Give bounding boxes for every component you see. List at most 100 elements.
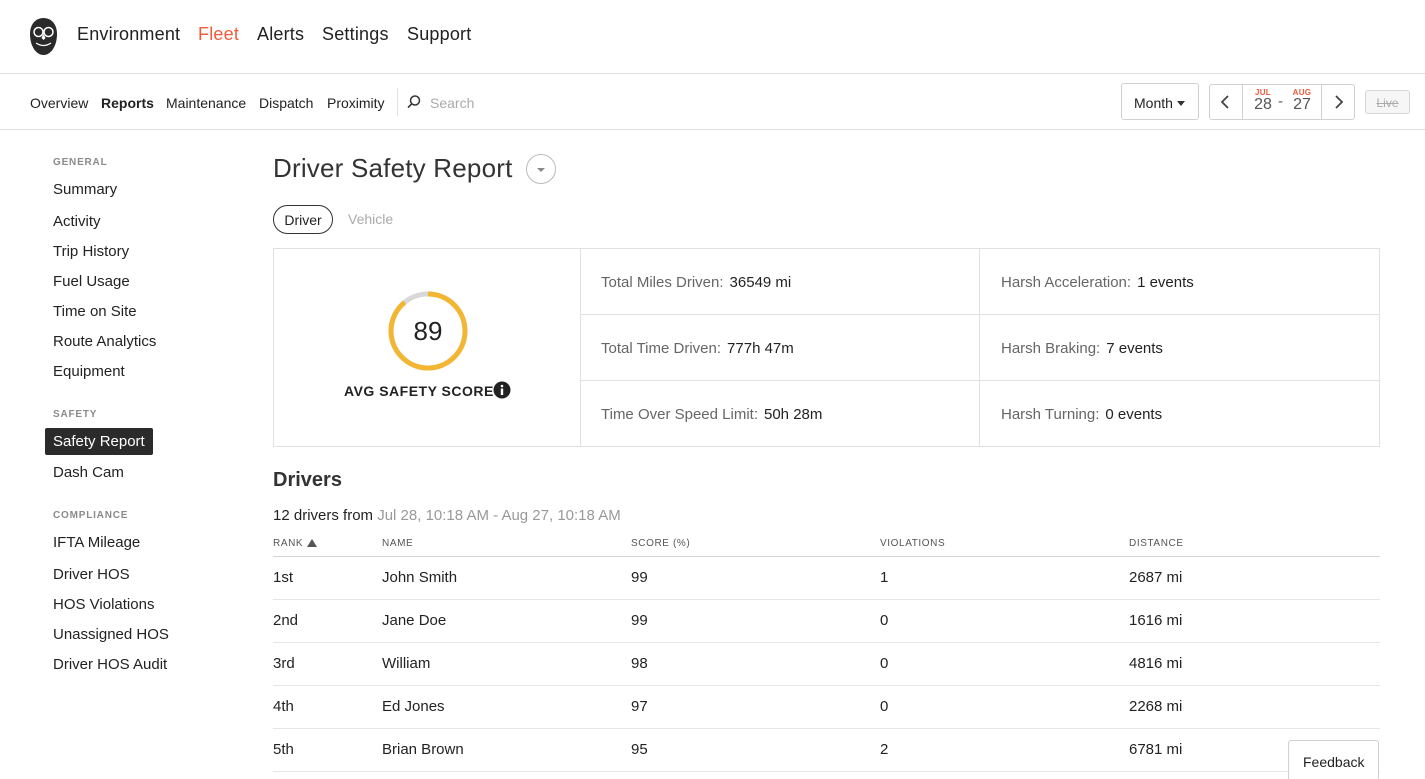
owl-logo-icon[interactable]: [29, 17, 58, 56]
sort-ascending-icon: [307, 539, 318, 547]
start-date[interactable]: JUL 28: [1250, 88, 1276, 114]
cell-violations: 0: [880, 655, 889, 672]
end-month: AUG: [1292, 88, 1312, 97]
panel-divider: [580, 249, 581, 446]
panel-divider: [581, 314, 1379, 315]
live-button[interactable]: Live: [1365, 90, 1410, 114]
table-row[interactable]: 2nd Jane Doe 99 0 1616 mi: [273, 600, 1380, 643]
report-selector-button[interactable]: [526, 154, 556, 184]
sidebar-item-ifta-mileage[interactable]: IFTA Mileage: [53, 534, 141, 551]
safety-score-label: AVG SAFETY SCORE: [344, 383, 494, 399]
subnav-overview[interactable]: Overview: [30, 95, 89, 111]
stat-label: Harsh Braking:: [1001, 340, 1101, 357]
feedback-button[interactable]: Feedback: [1288, 740, 1379, 779]
subnav-divider: [397, 88, 398, 116]
stat-label: Harsh Acceleration:: [1001, 274, 1132, 291]
safety-summary-panel: 89 AVG SAFETY SCORE Total Miles Driven: 3…: [273, 248, 1380, 447]
stat-time-over-speed: Time Over Speed Limit: 50h 28m: [601, 406, 822, 423]
sidebar-item-summary[interactable]: Summary: [53, 181, 118, 198]
period-dropdown[interactable]: Month: [1121, 83, 1199, 120]
drivers-date-range: Jul 28, 10:18 AM - Aug 27, 10:18 AM: [377, 507, 621, 524]
previous-period-button[interactable]: [1210, 85, 1243, 119]
cell-distance: 2268 mi: [1129, 698, 1183, 715]
chevron-right-icon: [1335, 95, 1344, 109]
nav-support[interactable]: Support: [407, 24, 472, 44]
tab-driver[interactable]: Driver: [273, 205, 333, 234]
column-header-distance[interactable]: DISTANCE: [1129, 538, 1184, 549]
stat-value: 1 events: [1137, 274, 1194, 291]
stat-value: 7 events: [1106, 340, 1163, 357]
cell-distance: 6781 mi: [1129, 741, 1183, 758]
stat-total-miles: Total Miles Driven: 36549 mi: [601, 274, 791, 291]
stat-label: Harsh Turning:: [1001, 406, 1100, 423]
table-row[interactable]: 4th Ed Jones 97 0 2268 mi: [273, 686, 1380, 729]
cell-distance: 1616 mi: [1129, 612, 1183, 629]
period-label: Month: [1134, 95, 1173, 111]
nav-alerts[interactable]: Alerts: [257, 24, 305, 44]
cell-rank: 4th: [273, 698, 294, 715]
column-header-score[interactable]: SCORE (%): [631, 538, 691, 549]
sidebar-section-compliance: COMPLIANCE: [53, 510, 129, 521]
start-month: JUL: [1254, 88, 1271, 97]
sidebar-item-fuel-usage[interactable]: Fuel Usage: [53, 273, 130, 290]
subnav-dispatch[interactable]: Dispatch: [259, 95, 314, 111]
subnav-maintenance[interactable]: Maintenance: [166, 95, 247, 111]
sidebar-item-driver-hos-audit[interactable]: Driver HOS Audit: [53, 656, 168, 673]
subnav-proximity[interactable]: Proximity: [327, 95, 385, 111]
column-header-rank[interactable]: RANK: [273, 538, 318, 549]
column-header-violations[interactable]: VIOLATIONS: [880, 538, 946, 549]
tab-vehicle[interactable]: Vehicle: [348, 211, 394, 227]
sidebar-item-safety-report[interactable]: Safety Report: [45, 428, 153, 455]
end-date[interactable]: AUG 27: [1289, 88, 1315, 114]
column-header-name[interactable]: NAME: [382, 538, 414, 549]
cell-violations: 2: [880, 741, 889, 758]
stat-harsh-turning: Harsh Turning: 0 events: [1001, 406, 1162, 423]
cell-score: 97: [631, 698, 648, 715]
column-header-label: RANK: [273, 538, 304, 549]
search-icon: [407, 95, 421, 109]
table-header-divider: [273, 556, 1380, 557]
cell-score: 99: [631, 612, 648, 629]
next-period-button[interactable]: [1321, 85, 1354, 119]
subnav-reports[interactable]: Reports: [101, 95, 154, 111]
chevron-left-icon: [1220, 95, 1229, 109]
sidebar-item-equipment[interactable]: Equipment: [53, 363, 125, 380]
date-separator: -: [1278, 93, 1283, 110]
sidebar-item-unassigned-hos[interactable]: Unassigned HOS: [53, 626, 169, 643]
nav-settings[interactable]: Settings: [322, 24, 389, 44]
nav-fleet[interactable]: Fleet: [198, 24, 240, 44]
cell-name: Ed Jones: [382, 698, 445, 715]
page-title: Driver Safety Report: [273, 153, 513, 183]
table-row[interactable]: 3rd William 98 0 4816 mi: [273, 643, 1380, 686]
cell-rank: 5th: [273, 741, 294, 758]
cell-name: Jane Doe: [382, 612, 447, 629]
table-row[interactable]: 1st John Smith 99 1 2687 mi: [273, 557, 1380, 600]
nav-environment[interactable]: Environment: [77, 24, 181, 44]
stat-value: 36549 mi: [729, 274, 792, 291]
cell-score: 95: [631, 741, 648, 758]
search-input[interactable]: [430, 92, 630, 114]
start-day: 28: [1254, 96, 1272, 113]
cell-name: Brian Brown: [382, 741, 464, 758]
info-icon[interactable]: [493, 381, 511, 399]
sidebar-item-hos-violations[interactable]: HOS Violations: [53, 596, 155, 613]
stat-total-time: Total Time Driven: 777h 47m: [601, 340, 794, 357]
sidebar-item-route-analytics[interactable]: Route Analytics: [53, 333, 157, 350]
sidebar-item-trip-history[interactable]: Trip History: [53, 243, 130, 260]
sidebar-item-time-on-site[interactable]: Time on Site: [53, 303, 137, 320]
stat-label: Time Over Speed Limit:: [601, 406, 758, 423]
gauge-fill: [388, 291, 468, 371]
cell-rank: 3rd: [273, 655, 295, 672]
sidebar-item-dash-cam[interactable]: Dash Cam: [53, 464, 124, 481]
sidebar-item-driver-hos[interactable]: Driver HOS: [53, 566, 130, 583]
panel-divider: [581, 380, 1379, 381]
sidebar-item-activity[interactable]: Activity: [53, 213, 101, 230]
stat-label: Total Time Driven:: [601, 340, 722, 357]
safety-score-gauge: [388, 291, 468, 371]
stat-label: Total Miles Driven:: [601, 274, 724, 291]
drivers-count: 12 drivers from: [273, 507, 374, 524]
stat-harsh-braking: Harsh Braking: 7 events: [1001, 340, 1163, 357]
stat-harsh-acceleration: Harsh Acceleration: 1 events: [1001, 274, 1194, 291]
end-day: 27: [1293, 96, 1311, 113]
table-row[interactable]: 5th Brian Brown 95 2 6781 mi: [273, 729, 1380, 772]
